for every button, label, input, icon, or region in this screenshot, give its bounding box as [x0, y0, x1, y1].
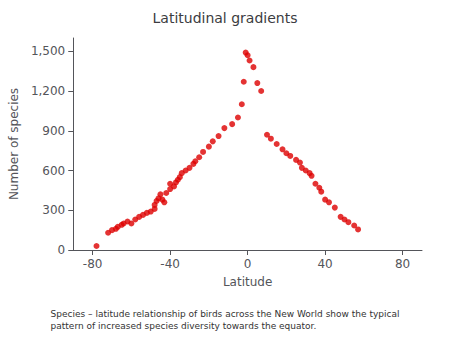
svg-text:600: 600: [42, 164, 65, 178]
svg-text:40: 40: [317, 257, 332, 271]
svg-text:80: 80: [395, 257, 410, 271]
svg-text:Species – latitude relationshi: Species – latitude relationship of birds…: [51, 309, 400, 319]
svg-text:0: 0: [58, 243, 66, 257]
svg-text:Number of species: Number of species: [7, 88, 21, 200]
svg-text:0: 0: [244, 257, 252, 271]
svg-text:900: 900: [42, 124, 65, 138]
svg-text:1,200: 1,200: [31, 84, 65, 98]
svg-text:1,500: 1,500: [31, 44, 65, 58]
svg-text:-80: -80: [83, 257, 103, 271]
svg-text:Latitudinal gradients: Latitudinal gradients: [153, 10, 298, 26]
svg-text:-40: -40: [160, 257, 180, 271]
svg-text:pattern of increased species d: pattern of increased species diversity t…: [51, 321, 317, 331]
svg-text:300: 300: [42, 203, 65, 217]
svg-text:Latitude: Latitude: [223, 275, 272, 289]
